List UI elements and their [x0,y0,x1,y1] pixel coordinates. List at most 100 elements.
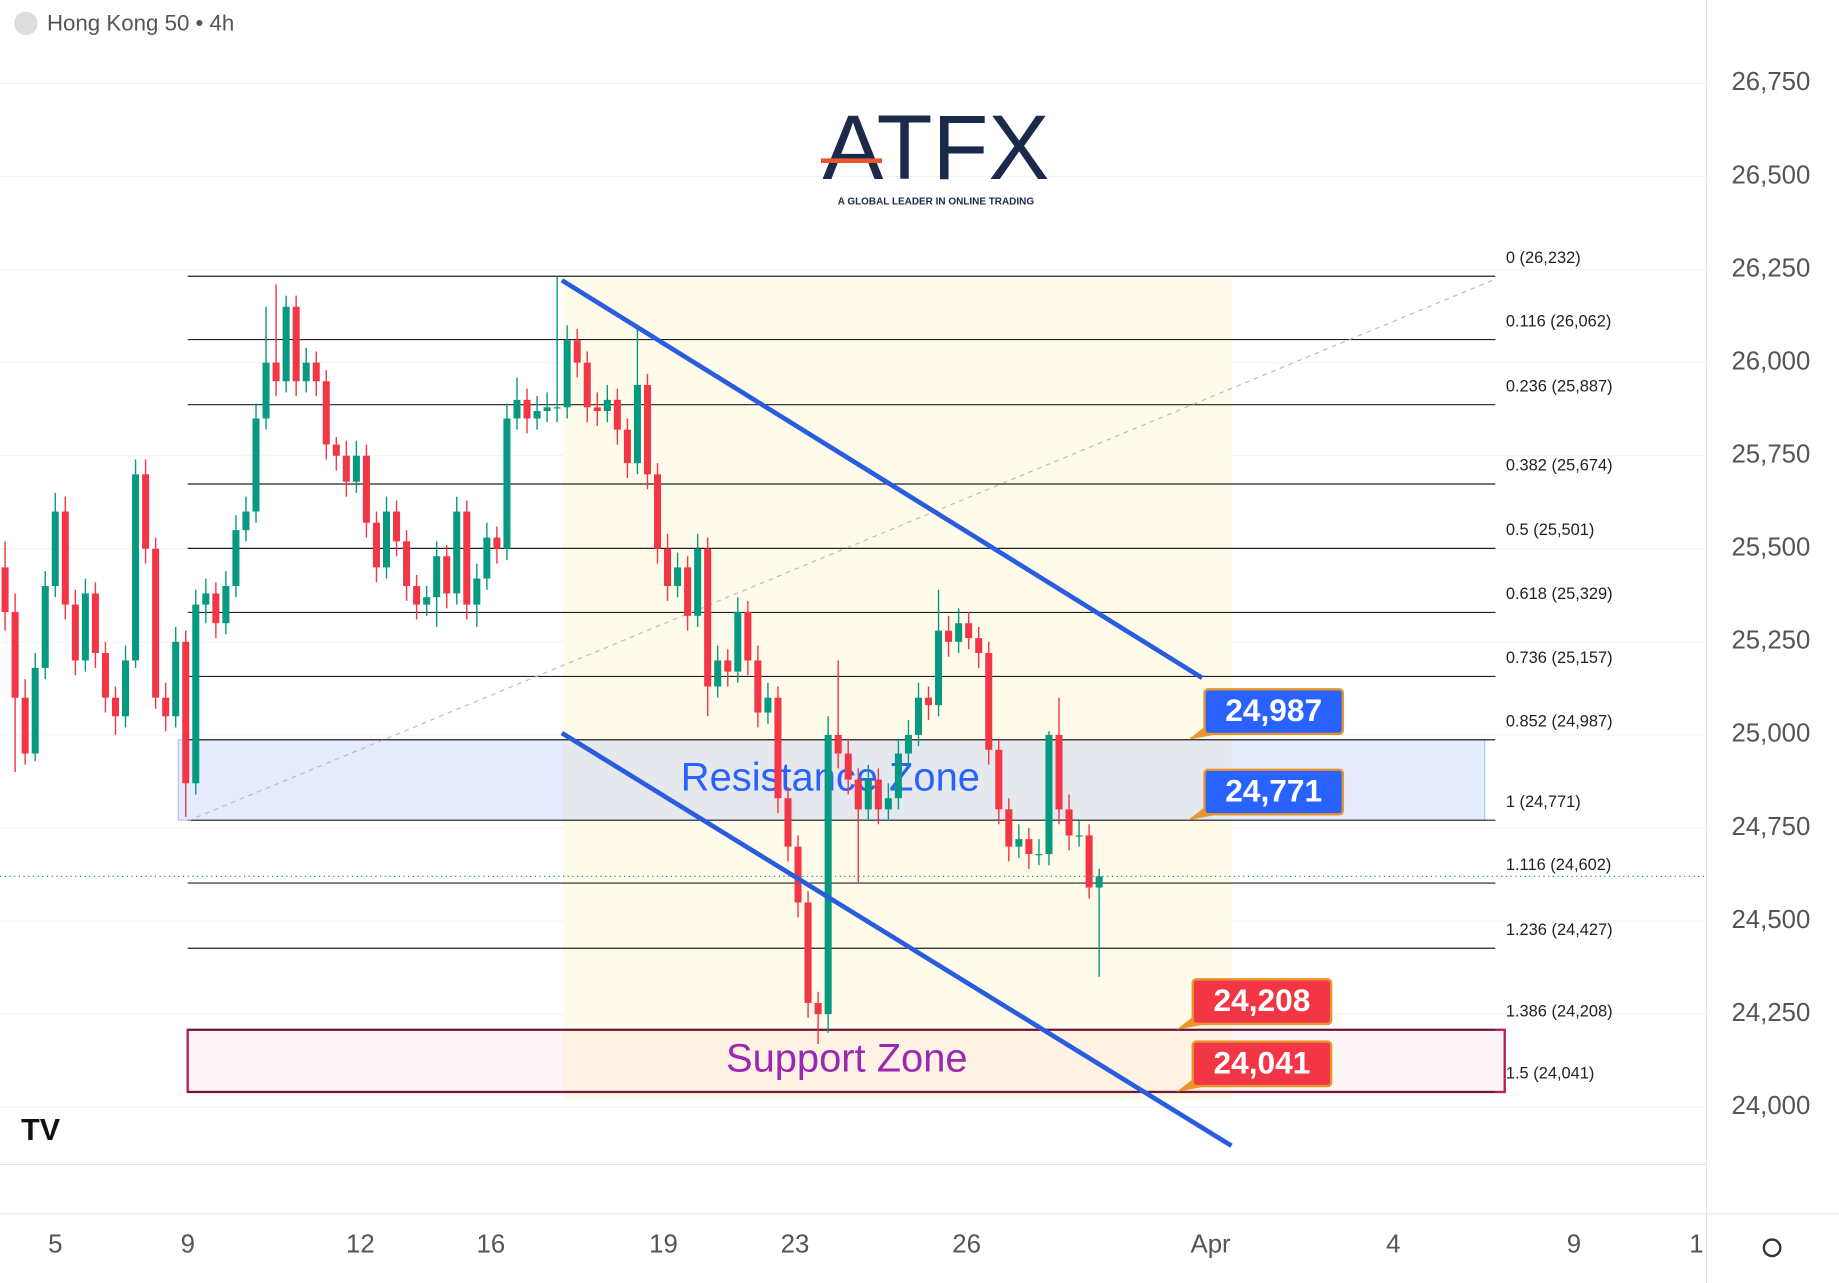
candle-body [152,548,160,698]
candle-body [272,362,280,382]
candle-body [132,474,140,661]
y-tick-label: 25,000 [1731,720,1810,748]
x-tick-label: 19 [649,1230,678,1258]
candle-body [222,585,230,624]
candle-body [623,429,631,464]
candle-body [1085,835,1093,888]
fib-label: 1.236 (24,427) [1506,921,1613,939]
zone-label: Support Zone [726,1036,968,1080]
x-tick-label: Apr [1190,1230,1231,1258]
candle-body [925,697,933,706]
fib-trend-line [187,278,1496,822]
candle-body [433,556,441,598]
fib-label: 0.236 (25,887) [1506,377,1613,395]
candle-body [724,660,732,672]
candle-body [643,384,651,475]
y-tick-label: 26,000 [1731,347,1810,375]
candle-body [814,1002,822,1015]
candle-body [1025,839,1033,855]
candle-body [613,399,621,430]
candle-body [503,418,511,549]
candle-body [362,455,370,523]
candle-body [192,604,200,784]
candle-body [914,697,922,735]
fib-label: 1.386 (24,208) [1506,1003,1613,1021]
candle-body [834,734,842,754]
candle-body [31,667,39,754]
candle-body [904,734,912,754]
candle-body [513,399,521,419]
candle-body [573,340,581,363]
fib-label: 1.116 (24,602) [1506,856,1612,874]
fib-label: 0.618 (25,329) [1506,585,1613,603]
symbol-title: Hong Kong 50 • 4h [47,11,234,36]
candle-body [945,630,953,642]
candle-body [533,411,541,419]
candle-body [101,653,109,698]
x-tick-label: 16 [477,1230,506,1258]
price-tags: 24,987 24,771 24,208 24,041 [1176,688,1345,1092]
brand-tagline: A GLOBAL LEADER IN ONLINE TRADING [838,196,1035,207]
candle-body [202,593,210,605]
y-tick-label: 25,750 [1731,441,1810,469]
candle-body [1045,734,1053,855]
candle-body [443,556,451,594]
candle-body [744,612,752,661]
candle-body [322,381,330,445]
tag-label: 24,987 [1225,692,1322,728]
fib-label: 0 (26,232) [1506,249,1581,267]
tag-box [1203,688,1345,736]
candle-body [352,455,360,482]
candle-body [372,522,380,568]
candle-body [282,306,290,382]
x-tick-label: 12 [346,1230,375,1258]
candle-body [884,798,892,810]
x-tick-label: 26 [952,1230,981,1258]
fib-label: 0.852 (24,987) [1506,712,1613,730]
candle-body [242,511,250,531]
candle-body [262,362,270,419]
x-tick-label: 9 [1567,1230,1581,1258]
channel-lower [560,730,1233,1148]
candle-body [633,384,641,464]
candle-body [523,399,531,419]
candle-body [784,798,792,847]
candle-body [553,407,561,409]
candle-body [212,593,220,624]
candle-body [754,660,762,713]
candle-body [483,537,491,579]
candle-body [684,567,692,616]
fib-label: 0.116 (26,062) [1506,312,1612,330]
candle-body [91,593,99,654]
candle-body [302,362,310,382]
candle-body [1015,839,1023,847]
brand-logo: ATFX [822,97,1049,199]
candle-body [463,511,471,605]
fib-label: 0.382 (25,674) [1506,457,1613,475]
candle-body [81,593,89,661]
fib-label: 1 (24,771) [1506,793,1581,811]
candle-body [1065,809,1073,836]
candle-body [142,474,150,549]
candle-body [764,697,772,713]
candle-body [653,474,662,549]
tag-label: 24,208 [1214,982,1311,1018]
candle-body [935,630,943,706]
tag-box [1203,768,1345,816]
x-tick-label: 4 [1386,1230,1400,1258]
candle-body [704,548,712,687]
candle-body [122,660,130,717]
candle-body [593,407,601,412]
candle-body [11,612,19,698]
axes: 24,000 24,250 24,500 24,750 25,000 25,250 25,5… [48,68,1810,1258]
candle-body [583,362,591,408]
candle-body [393,511,401,542]
x-tick-label: 5 [48,1230,62,1258]
candle-body [252,418,260,512]
candle-body [714,660,722,687]
candle-body [824,734,832,1015]
settings-icon[interactable] [1762,1238,1782,1258]
candle-body [51,511,59,586]
channel-upper [560,278,1204,680]
